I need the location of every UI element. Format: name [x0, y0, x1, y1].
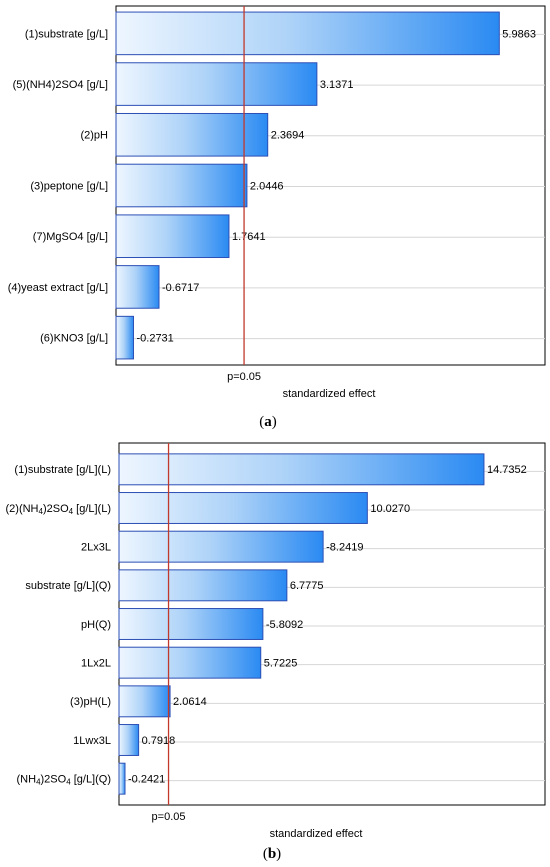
caption-close: ) [272, 414, 277, 430]
category-label: (3)peptone [g/L] [30, 180, 108, 192]
category-label: 2Lx3L [81, 542, 111, 554]
effect-bar [115, 112, 269, 157]
bar-value-label: 6.7775 [290, 580, 324, 592]
caption-letter: b [268, 846, 276, 862]
category-label: (7)MgSO4 [g/L] [33, 231, 108, 243]
bar-value-label: 5.9863 [502, 28, 536, 40]
bar-value-label: 2.0614 [173, 696, 207, 708]
category-label: (4)yeast extract [g/L] [8, 282, 108, 294]
category-label: (NH4)2SO4 [g/L](Q) [17, 774, 112, 787]
effect-bar [118, 530, 324, 563]
caption-close: ) [276, 846, 281, 862]
category-label: (2)(NH4)2SO4 [g/L](L) [6, 503, 112, 516]
effect-bar [118, 685, 171, 718]
bar-value-label: -0.2731 [136, 333, 173, 345]
effect-bar [118, 453, 485, 486]
effect-bar [118, 492, 368, 524]
category-label: (6)KNO3 [g/L] [40, 333, 108, 345]
panel-caption: (b) [263, 846, 281, 862]
category-label: 1Lx2L [81, 658, 111, 670]
category-label: (1)substrate [g/L] [25, 28, 108, 40]
x-axis-title: standardized effect [270, 828, 363, 840]
category-label: (5)(NH4)2SO4 [g/L] [13, 79, 108, 91]
category-label: pH(Q) [81, 619, 111, 631]
effect-bar [118, 569, 288, 602]
bar-value-label: 10.0270 [370, 503, 410, 515]
effect-bar [118, 724, 140, 756]
effect-bar [118, 646, 262, 679]
effect-bar [118, 762, 126, 795]
bar-value-label: 1.7641 [232, 231, 266, 243]
category-label: (1)substrate [g/L](L) [14, 464, 111, 476]
effect-bar [118, 608, 264, 640]
pareto-chart-b: 14.7352 (1)substrate [g/L](L) 10.0270 (2)(N… [6, 442, 546, 862]
threshold-label: p=0.05 [152, 811, 186, 823]
effect-bar [115, 214, 230, 259]
bar-value-label: 14.7352 [487, 464, 527, 476]
category-label: 1Lwx3L [73, 735, 111, 747]
x-axis-title: standardized effect [283, 388, 376, 400]
bar-value-label: -5.8092 [266, 619, 303, 631]
bar-value-label: 2.3694 [271, 130, 305, 142]
category-label: (3)pH(L) [70, 696, 111, 708]
bar-value-label: 5.7225 [264, 658, 298, 670]
bar-value-label: 2.0446 [250, 180, 284, 192]
category-label: (2)pH [80, 130, 108, 142]
category-label: substrate [g/L](Q) [25, 580, 111, 592]
effect-bar [115, 11, 500, 56]
effect-bar [115, 62, 318, 106]
pareto-chart-a: 5.9863 (1)substrate [g/L] 3.1371 (5)(NH4)2S… [8, 5, 546, 430]
effect-bar [115, 265, 160, 309]
bar-value-label: 3.1371 [320, 79, 354, 91]
bar-value-label: -0.2421 [128, 774, 165, 786]
bar-value-label: -0.6717 [162, 282, 199, 294]
threshold-label: p=0.05 [227, 371, 261, 383]
caption-open: ( [259, 414, 264, 430]
panel-caption: (a) [259, 414, 277, 430]
effect-bar [115, 163, 248, 208]
bar-value-label: -8.2419 [326, 542, 363, 554]
bar-value-label: 0.7918 [142, 735, 176, 747]
caption-letter: a [264, 414, 272, 430]
effect-bar [115, 315, 134, 360]
caption-open: ( [263, 846, 268, 862]
